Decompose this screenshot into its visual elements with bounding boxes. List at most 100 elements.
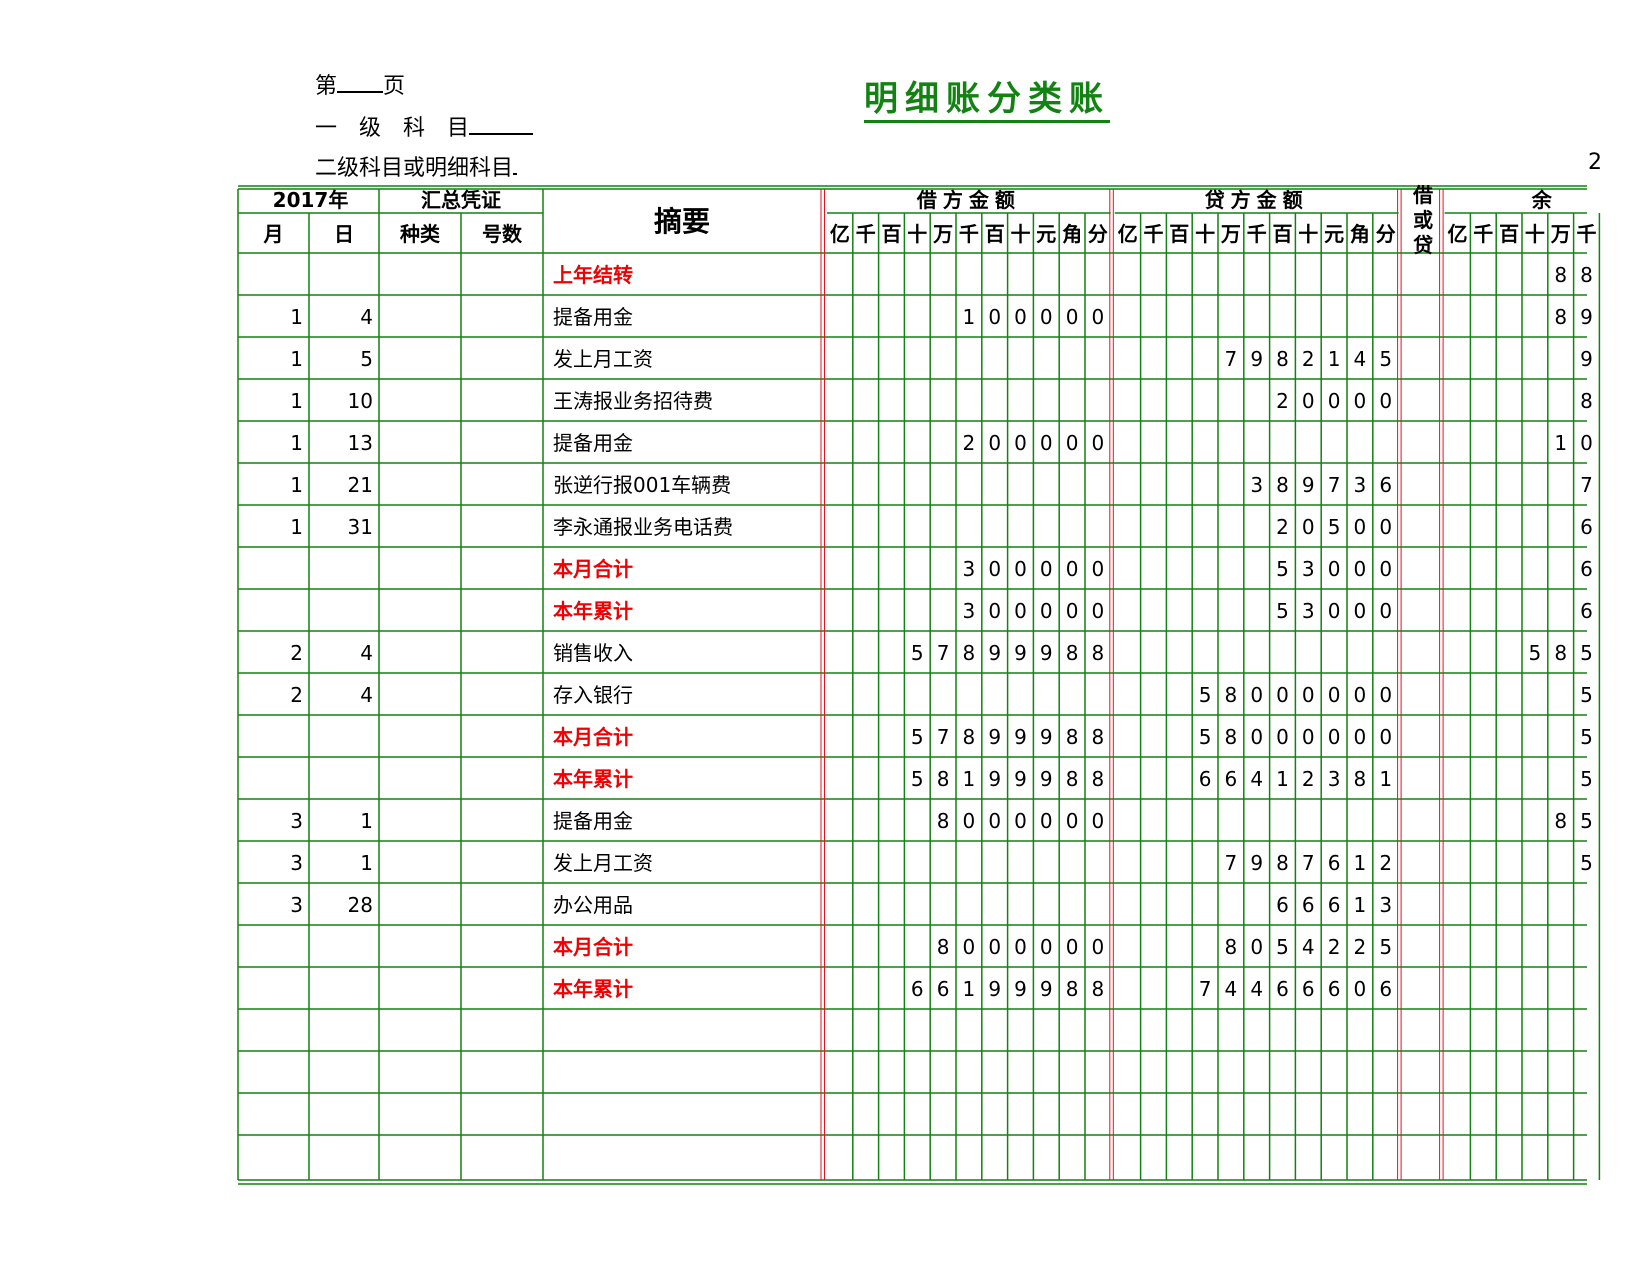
row-day: 10: [348, 389, 373, 413]
row-summary: 提备用金: [553, 305, 633, 329]
row-credit-digit: 5: [1199, 725, 1212, 749]
row-debit-digit: 9: [1040, 641, 1053, 665]
row-credit-digit: 8: [1354, 767, 1367, 791]
debit-unit-label: 角: [1062, 222, 1082, 246]
row-credit-digit: 0: [1379, 725, 1392, 749]
row-summary: 本年累计: [553, 599, 633, 623]
right-edge-char: 2: [1588, 150, 1602, 175]
row-credit-digit: 5: [1199, 683, 1212, 707]
row-debit-digit: 9: [1014, 977, 1027, 1001]
row-credit-digit: 0: [1354, 389, 1367, 413]
row-debit-digit: 3: [963, 557, 976, 581]
row-debit-digit: 0: [1092, 305, 1105, 329]
row-summary: 本月合计: [553, 725, 633, 749]
row-debit-digit: 9: [1040, 977, 1053, 1001]
row-credit-digit: 5: [1276, 557, 1289, 581]
credit-unit-label: 十: [1298, 222, 1318, 246]
row-credit-digit: 0: [1302, 683, 1315, 707]
row-credit-digit: 0: [1250, 935, 1263, 959]
row-debit-digit: 0: [1014, 935, 1027, 959]
voucher-header: 汇总凭证: [421, 188, 501, 212]
row-credit-digit: 0: [1328, 725, 1341, 749]
row-credit-digit: 8: [1276, 347, 1289, 371]
row-credit-digit: 4: [1302, 935, 1315, 959]
dc-header: 或: [1413, 208, 1433, 232]
row-credit-digit: 0: [1354, 725, 1367, 749]
row-summary: 本年累计: [553, 977, 633, 1001]
row-day: 1: [360, 851, 373, 875]
row-credit-digit: 0: [1328, 599, 1341, 623]
page-number-blank[interactable]: [337, 71, 384, 93]
credit-unit-label: 百: [1169, 222, 1189, 246]
row-credit-digit: 9: [1250, 851, 1263, 875]
level2-account-blank[interactable]: [513, 153, 518, 175]
row-credit-digit: 6: [1328, 977, 1341, 1001]
row-balance-digit: 6: [1580, 557, 1593, 581]
row-credit-digit: 2: [1276, 515, 1289, 539]
row-credit-digit: 5: [1276, 599, 1289, 623]
row-debit-digit: 0: [1014, 305, 1027, 329]
row-debit-digit: 0: [1066, 935, 1079, 959]
debit-unit-label: 十: [1011, 222, 1031, 246]
row-day: 31: [348, 515, 373, 539]
row-debit-digit: 3: [963, 599, 976, 623]
row-debit-digit: 9: [988, 641, 1001, 665]
row-balance-digit: 9: [1580, 347, 1593, 371]
credit-unit-label: 百: [1273, 222, 1293, 246]
row-credit-digit: 0: [1302, 725, 1315, 749]
row-credit-digit: 2: [1328, 935, 1341, 959]
debit-unit-label: 元: [1036, 222, 1056, 246]
row-debit-digit: 0: [988, 599, 1001, 623]
credit-unit-label: 千: [1247, 222, 1267, 246]
row-credit-digit: 0: [1379, 515, 1392, 539]
row-debit-digit: 8: [963, 641, 976, 665]
row-credit-digit: 3: [1354, 473, 1367, 497]
row-summary: 本月合计: [553, 935, 633, 959]
row-summary: 上年结转: [553, 263, 633, 287]
row-month: 1: [290, 389, 303, 413]
row-credit-digit: 0: [1354, 599, 1367, 623]
row-debit-digit: 0: [1092, 431, 1105, 455]
row-debit-digit: 6: [911, 977, 924, 1001]
level2-account-text: 二级科目或明细科目: [315, 156, 514, 181]
row-credit-digit: 8: [1276, 473, 1289, 497]
row-credit-digit: 6: [1276, 893, 1289, 917]
page-number-label: 第页: [315, 68, 405, 100]
balance-header: 余: [1531, 188, 1553, 212]
row-credit-digit: 5: [1328, 515, 1341, 539]
row-credit-digit: 4: [1250, 977, 1263, 1001]
row-debit-digit: 0: [963, 935, 976, 959]
row-debit-digit: 0: [1014, 599, 1027, 623]
debit-unit-label: 分: [1088, 222, 1108, 246]
row-balance-digit: 5: [1580, 809, 1593, 833]
row-balance-digit: 9: [1580, 305, 1593, 329]
level2-account-label: 二级科目或明细科目: [315, 150, 518, 182]
row-debit-digit: 9: [1014, 767, 1027, 791]
row-debit-digit: 0: [1092, 557, 1105, 581]
row-debit-digit: 9: [988, 767, 1001, 791]
row-debit-digit: 5: [911, 641, 924, 665]
row-credit-digit: 0: [1276, 725, 1289, 749]
row-credit-digit: 8: [1225, 683, 1238, 707]
row-credit-digit: 6: [1328, 851, 1341, 875]
row-month: 1: [290, 305, 303, 329]
row-balance-digit: 6: [1580, 599, 1593, 623]
level1-account-blank[interactable]: [469, 113, 534, 135]
credit-unit-label: 角: [1350, 222, 1370, 246]
credit-amount-header: 贷方金额: [1205, 188, 1309, 212]
row-credit-digit: 5: [1276, 935, 1289, 959]
row-day: 4: [360, 305, 373, 329]
row-balance-digit: 8: [1554, 305, 1567, 329]
row-credit-digit: 3: [1302, 557, 1315, 581]
row-credit-digit: 0: [1328, 683, 1341, 707]
row-credit-digit: 0: [1250, 683, 1263, 707]
row-credit-digit: 1: [1354, 851, 1367, 875]
row-debit-digit: 0: [1014, 431, 1027, 455]
row-debit-digit: 0: [1040, 599, 1053, 623]
level1-account-label: 一 级 科 目: [315, 110, 534, 142]
row-debit-digit: 0: [1040, 431, 1053, 455]
row-debit-digit: 1: [963, 305, 976, 329]
credit-unit-label: 元: [1324, 222, 1344, 246]
row-credit-digit: 2: [1302, 347, 1315, 371]
row-summary: 提备用金: [553, 431, 633, 455]
